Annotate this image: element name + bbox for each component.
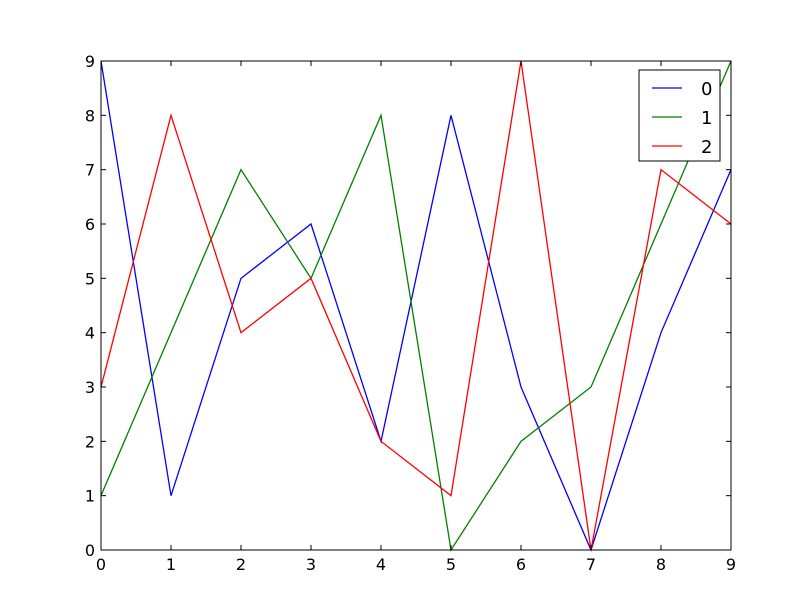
plot-frame xyxy=(100,60,732,551)
x-tick-label: 8 xyxy=(656,555,666,574)
legend-label-0: 0 xyxy=(701,79,712,100)
series-layer xyxy=(100,60,732,552)
x-tick-label: 1 xyxy=(166,555,176,574)
y-tick-label: 7 xyxy=(85,161,95,180)
tick-layer: 0 1 2 3 4 5 6 7 8 9 0 1 2 3 4 5 6 7 8 9 xyxy=(85,52,736,574)
y-tick-label: 2 xyxy=(85,432,95,451)
y-tick-label: 0 xyxy=(85,541,95,560)
y-tick-label: 6 xyxy=(85,215,95,234)
legend-label-1: 1 xyxy=(701,108,712,129)
series-line-0 xyxy=(100,60,732,552)
legend: 0 1 2 xyxy=(638,69,721,162)
series-line-2 xyxy=(100,60,732,551)
x-tick-label: 3 xyxy=(306,555,316,574)
x-tick-label: 6 xyxy=(516,555,526,574)
y-tick-label: 1 xyxy=(85,487,95,506)
x-tick-label: 7 xyxy=(586,555,596,574)
x-tick-label: 4 xyxy=(376,555,386,574)
x-tick-label: 9 xyxy=(726,555,736,574)
y-tick-label: 4 xyxy=(85,324,95,343)
y-tick-label: 3 xyxy=(85,378,95,397)
x-tick-label: 2 xyxy=(236,555,246,574)
x-tick-label: 5 xyxy=(446,555,456,574)
legend-label-2: 2 xyxy=(701,137,712,158)
series-line-1 xyxy=(100,60,732,552)
x-tick-label: 0 xyxy=(96,555,106,574)
y-tick-label: 9 xyxy=(85,52,95,71)
y-tick-label: 5 xyxy=(85,269,95,288)
y-tick-label: 8 xyxy=(85,106,95,125)
